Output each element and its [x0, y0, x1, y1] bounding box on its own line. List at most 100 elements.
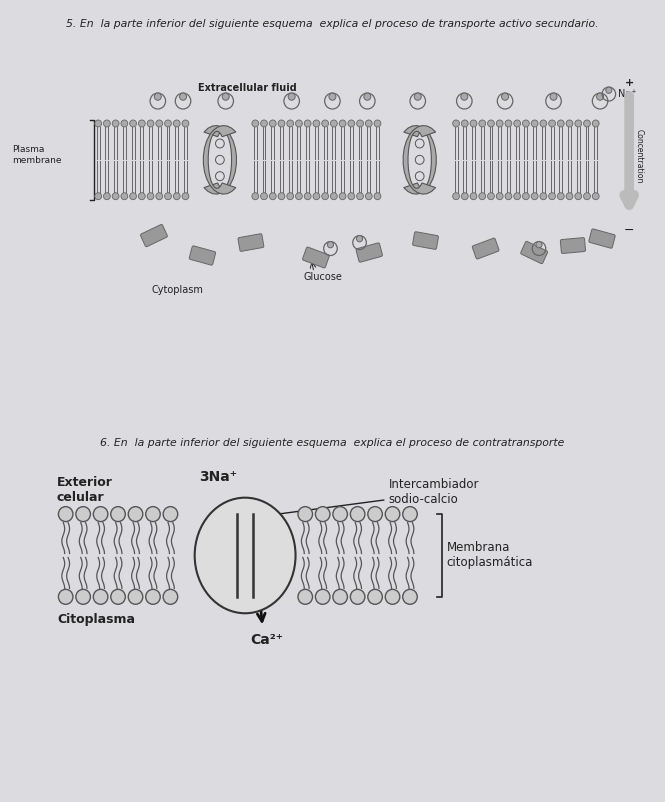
- Circle shape: [165, 192, 172, 200]
- Circle shape: [348, 192, 354, 200]
- Circle shape: [584, 192, 591, 200]
- Circle shape: [416, 139, 424, 148]
- Text: Exterior
celular: Exterior celular: [57, 476, 113, 504]
- Circle shape: [147, 192, 154, 200]
- Text: Extracellular fluid: Extracellular fluid: [198, 83, 297, 93]
- Circle shape: [575, 120, 582, 127]
- Circle shape: [479, 120, 485, 127]
- FancyBboxPatch shape: [472, 238, 499, 259]
- Circle shape: [322, 120, 329, 127]
- Circle shape: [252, 192, 259, 200]
- Circle shape: [356, 236, 362, 242]
- Circle shape: [514, 120, 521, 127]
- FancyBboxPatch shape: [238, 233, 264, 251]
- Circle shape: [584, 120, 591, 127]
- Circle shape: [313, 192, 320, 200]
- FancyBboxPatch shape: [190, 246, 215, 265]
- Circle shape: [322, 192, 329, 200]
- Text: 3Na⁺: 3Na⁺: [199, 470, 237, 484]
- Circle shape: [130, 192, 136, 200]
- Circle shape: [364, 93, 371, 100]
- Circle shape: [165, 120, 172, 127]
- Circle shape: [331, 192, 337, 200]
- Circle shape: [348, 120, 354, 127]
- Circle shape: [156, 120, 163, 127]
- FancyBboxPatch shape: [521, 241, 547, 264]
- Circle shape: [385, 507, 400, 521]
- Circle shape: [453, 120, 460, 127]
- Circle shape: [368, 507, 382, 521]
- Circle shape: [111, 507, 125, 521]
- Circle shape: [365, 192, 372, 200]
- Circle shape: [163, 507, 178, 521]
- FancyBboxPatch shape: [140, 225, 168, 247]
- Circle shape: [278, 192, 285, 200]
- Circle shape: [111, 589, 125, 604]
- Circle shape: [146, 507, 160, 521]
- Text: Citoplasma: Citoplasma: [57, 614, 135, 626]
- Circle shape: [121, 120, 128, 127]
- Circle shape: [549, 192, 555, 200]
- Text: −: −: [624, 224, 634, 237]
- Circle shape: [356, 120, 364, 127]
- Circle shape: [374, 120, 381, 127]
- Circle shape: [278, 120, 285, 127]
- Circle shape: [350, 589, 365, 604]
- Circle shape: [505, 120, 512, 127]
- Polygon shape: [203, 126, 236, 194]
- Circle shape: [470, 192, 477, 200]
- Circle shape: [104, 192, 110, 200]
- Circle shape: [557, 120, 564, 127]
- Circle shape: [368, 589, 382, 604]
- Circle shape: [174, 120, 180, 127]
- Text: 5. En  la parte inferior del siguiente esquema  explica el proceso de transporte: 5. En la parte inferior del siguiente es…: [66, 19, 599, 30]
- Text: Plasma
membrane: Plasma membrane: [13, 145, 62, 164]
- Circle shape: [215, 156, 224, 164]
- Circle shape: [138, 120, 145, 127]
- Circle shape: [215, 139, 224, 148]
- Circle shape: [222, 93, 229, 100]
- Circle shape: [146, 589, 160, 604]
- Circle shape: [523, 120, 529, 127]
- Circle shape: [374, 192, 381, 200]
- Circle shape: [333, 589, 347, 604]
- Circle shape: [523, 192, 529, 200]
- Circle shape: [593, 120, 599, 127]
- Circle shape: [104, 120, 110, 127]
- Circle shape: [295, 192, 303, 200]
- Circle shape: [356, 192, 364, 200]
- Text: Na⁺: Na⁺: [618, 89, 636, 99]
- Circle shape: [305, 120, 311, 127]
- Circle shape: [536, 241, 542, 248]
- Circle shape: [287, 192, 294, 200]
- Circle shape: [550, 93, 557, 100]
- Circle shape: [531, 120, 538, 127]
- Text: +: +: [624, 78, 634, 88]
- Circle shape: [130, 120, 136, 127]
- Circle shape: [329, 93, 336, 100]
- Circle shape: [76, 589, 90, 604]
- Circle shape: [261, 192, 267, 200]
- Circle shape: [174, 192, 180, 200]
- Circle shape: [350, 507, 365, 521]
- Circle shape: [606, 87, 612, 93]
- Circle shape: [269, 120, 276, 127]
- Text: Cytoplasm: Cytoplasm: [151, 286, 203, 295]
- Circle shape: [470, 120, 477, 127]
- Text: Glucose: Glucose: [303, 273, 342, 282]
- Circle shape: [298, 589, 313, 604]
- Circle shape: [59, 589, 73, 604]
- Circle shape: [269, 192, 276, 200]
- Circle shape: [385, 589, 400, 604]
- Circle shape: [138, 192, 145, 200]
- Circle shape: [462, 192, 468, 200]
- Text: 6. En  la parte inferior del siguiente esquema  explica el proceso de contratran: 6. En la parte inferior del siguiente es…: [100, 438, 565, 448]
- Circle shape: [163, 589, 178, 604]
- Circle shape: [154, 93, 162, 100]
- Circle shape: [487, 192, 494, 200]
- Circle shape: [298, 507, 313, 521]
- Circle shape: [327, 241, 334, 248]
- Circle shape: [93, 589, 108, 604]
- Circle shape: [566, 192, 573, 200]
- Text: Membrana
citoplasmática: Membrana citoplasmática: [447, 541, 533, 569]
